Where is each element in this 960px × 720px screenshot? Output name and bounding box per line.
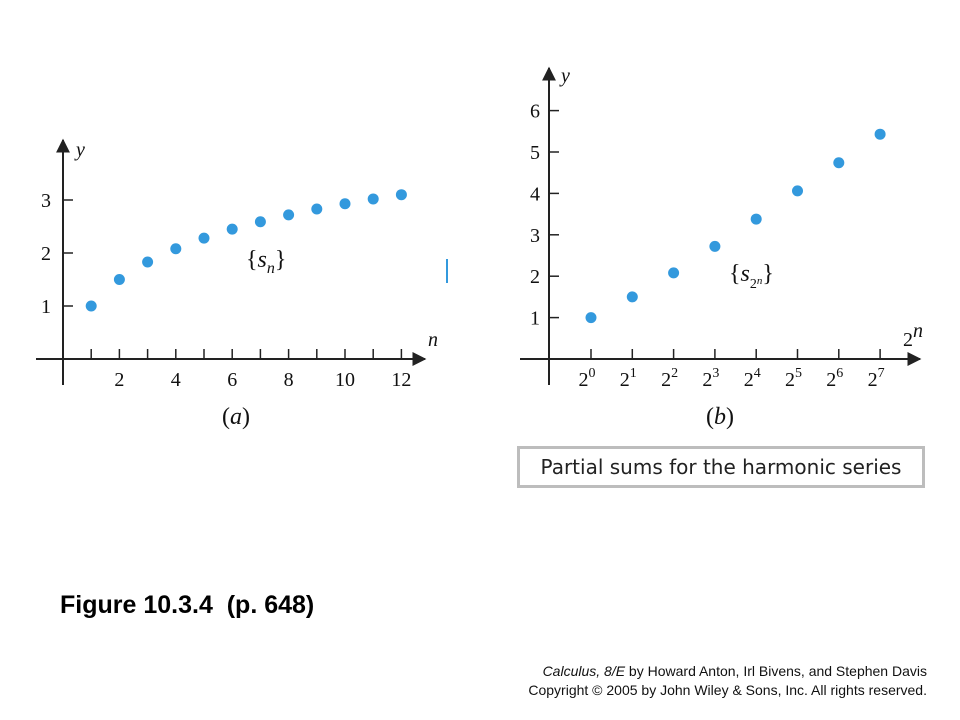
plot-a-x-tick-label: 6 (227, 369, 237, 391)
plot-b-x-tick-label: 26 (826, 366, 843, 391)
credit-line-1: Calculus, 8/E by Howard Anton, Irl Biven… (528, 662, 927, 681)
figure-title: Figure 10.3.4 (p. 648) (60, 591, 315, 619)
plot-b-x-tick-label: 23 (702, 366, 719, 391)
plot-b-y-tick-label: 1 (530, 308, 540, 330)
plot-a-x-tick-label: 10 (335, 369, 355, 391)
plot-a-point (283, 209, 295, 221)
credit-authors: by Howard Anton, Irl Bivens, and Stephen… (625, 663, 927, 679)
plot-b-points (585, 128, 886, 324)
plot-a: y n 2 4 6 8 10 12 123 {sn} (a) (36, 138, 438, 430)
plot-a-point (339, 198, 351, 210)
plot-a-point (170, 243, 182, 255)
banner-caption: Partial sums for the harmonic series (517, 446, 925, 488)
plot-a-point (311, 203, 323, 215)
plot-b-point (792, 185, 803, 197)
plot-a-x-tick-label: 2 (114, 369, 124, 391)
plot-a-point (395, 189, 407, 201)
plot-a-point (226, 223, 238, 235)
plot-a-point (198, 232, 210, 244)
plot-b-point (709, 240, 721, 252)
plot-a-points (85, 189, 407, 312)
plot-a-y-tick-label: 3 (41, 190, 51, 212)
plot-b-y-tick-label: 6 (530, 101, 540, 123)
plot-b-point (750, 213, 762, 225)
plot-b-x-ticks: 20 21 22 23 24 25 26 27 (579, 349, 885, 391)
plot-b-y-ticks: 1 2 3 4 5 6 (530, 101, 559, 330)
plot-a-x-axis-label: n (428, 329, 438, 351)
plot-b-x-axis-label: 2n (903, 320, 923, 351)
plot-a-x-tick-label: 4 (171, 369, 181, 391)
plot-a-x-tick-label: 12 (391, 369, 411, 391)
plot-b-y-tick-label: 3 (530, 225, 540, 247)
plot-a-point (85, 300, 97, 312)
plot-b-x-tick-label: 25 (785, 366, 802, 391)
plot-a-point (367, 193, 379, 205)
plot-a-x-ticks: 2 4 6 8 10 12 (90, 349, 411, 391)
plot-a-y-ticks: 1 2 3 (41, 190, 73, 318)
plot-b-x-tick-label: 27 (868, 366, 885, 391)
plot-b-point (668, 267, 680, 279)
plot-a-point (254, 216, 266, 228)
plot-b-caption: (b) (706, 404, 734, 430)
plot-b-y-tick-label: 5 (530, 142, 540, 164)
plot-b-x-tick-label: 21 (620, 366, 637, 391)
plot-b-y-axis-label: y (559, 65, 570, 87)
plot-a-caption: (a) (222, 404, 250, 430)
plot-b-y-tick-label: 4 (530, 183, 540, 205)
credit-copyright: Copyright © 2005 by John Wiley & Sons, I… (528, 682, 927, 698)
plot-b-point (626, 291, 638, 303)
plot-b-y-tick-label: 2 (530, 266, 540, 288)
plot-a-y-tick-label: 1 (41, 296, 51, 318)
plot-a-y-axis-label: y (74, 139, 85, 161)
plot-b-x-tick-label: 22 (661, 366, 678, 391)
plot-a-x-tick-label: 8 (284, 369, 294, 391)
plot-b-x-tick-label: 24 (744, 366, 761, 391)
credit-block: Calculus, 8/E by Howard Anton, Irl Biven… (528, 662, 927, 700)
plot-a-sequence-label: {sn} (246, 247, 286, 277)
plot-a-point (142, 256, 154, 268)
plot-b-point (874, 128, 886, 140)
plot-a-y-tick-label: 2 (41, 243, 51, 265)
credit-book: Calculus, 8/E (542, 663, 626, 679)
plot-b-sequence-label: {s2n} (729, 261, 774, 292)
plot-b-point (833, 157, 845, 169)
plot-b-point (585, 312, 597, 324)
plot-a-point (113, 274, 125, 285)
plot-b-x-tick-label: 20 (579, 366, 596, 391)
